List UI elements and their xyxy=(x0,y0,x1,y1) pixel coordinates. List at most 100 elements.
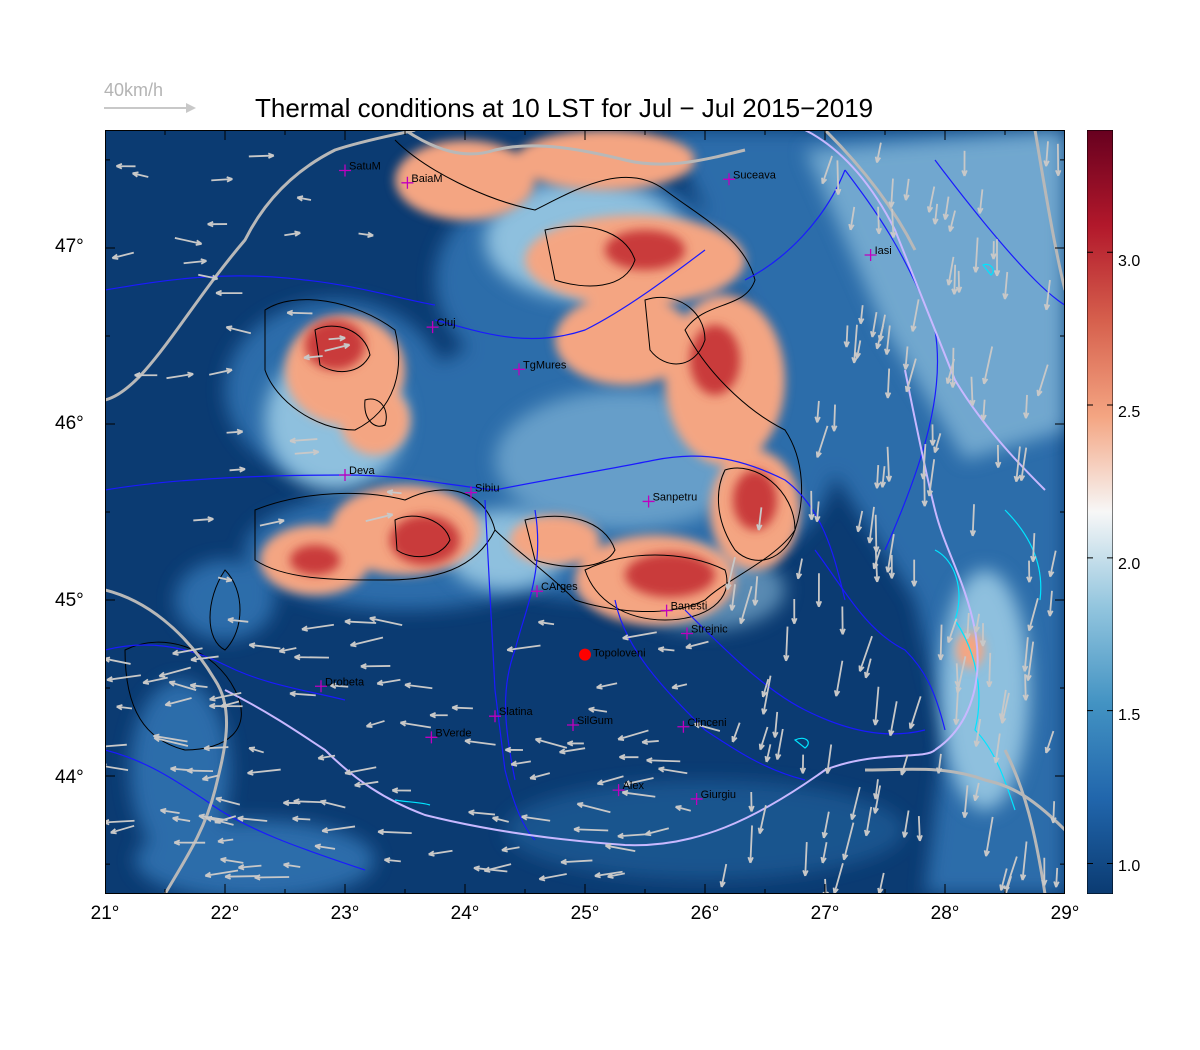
wind-arrow xyxy=(623,777,654,787)
city-marker-icon xyxy=(660,604,673,617)
city-label: Sibiu xyxy=(475,483,499,495)
wind-arrow xyxy=(358,231,374,238)
wind-arrow xyxy=(783,626,790,662)
wind-arrow xyxy=(866,506,875,544)
x-tick-label: 23° xyxy=(330,903,360,924)
wind-arrow xyxy=(158,666,191,678)
wind-arrow xyxy=(349,636,384,648)
x-tick-label: 26° xyxy=(690,903,720,924)
wind-arrow xyxy=(383,857,401,864)
wind-arrow xyxy=(815,425,829,459)
wind-arrow xyxy=(399,720,432,729)
city-marker-icon xyxy=(690,792,703,805)
wind-arrow xyxy=(324,342,351,352)
wind-arrow xyxy=(824,744,833,775)
x-tick-label: 24° xyxy=(450,903,480,924)
city-marker-icon xyxy=(681,627,693,640)
wind-arrow xyxy=(858,635,873,672)
wind-arrow xyxy=(757,805,767,835)
wind-arrow xyxy=(209,367,233,376)
wind-arrow xyxy=(854,340,862,359)
wind-arrow xyxy=(657,646,675,653)
wind-arrow xyxy=(1047,590,1054,617)
country-borders xyxy=(105,130,1065,894)
wind-arrow xyxy=(926,459,936,497)
wind-arrow xyxy=(329,682,349,689)
city-label: Iasi xyxy=(875,245,892,257)
wind-arrow xyxy=(890,208,897,238)
city-marker-icon xyxy=(612,784,625,797)
wind-arrow xyxy=(193,516,214,523)
city-label: BaiaM xyxy=(411,173,442,185)
wind-arrow xyxy=(843,325,850,348)
wind-arrow xyxy=(198,273,219,281)
city-deva: Deva xyxy=(339,465,376,482)
wind-arrow xyxy=(189,682,208,689)
city-banesti: Banesti xyxy=(660,601,707,617)
highlight-site-marker xyxy=(579,648,591,661)
wind-arrow xyxy=(870,311,878,338)
wind-arrow xyxy=(842,822,855,861)
y-tick-label: 47° xyxy=(55,236,84,257)
city-markers: SatuM BaiaM Suceava Iasi Cluj TgMures Deva Sibi… xyxy=(315,160,892,805)
wind-arrow xyxy=(303,354,323,361)
city-label: SilGum xyxy=(577,715,613,727)
wind-arrow xyxy=(719,863,728,888)
wind-arrow xyxy=(376,678,401,686)
wind-arrow xyxy=(428,849,453,857)
reference-vector-arrow xyxy=(104,103,196,113)
wind-arrow xyxy=(224,873,260,880)
wind-arrow xyxy=(198,813,228,822)
wind-arrow xyxy=(1019,841,1028,881)
wind-arrow xyxy=(110,824,135,835)
city-satum: SatuM xyxy=(339,160,381,177)
wind-arrow xyxy=(933,433,942,454)
wind-arrow xyxy=(955,656,967,694)
wind-arrow xyxy=(993,239,1001,277)
wind-arrow xyxy=(377,828,412,836)
wind-arrow xyxy=(172,647,203,656)
wind-arrow xyxy=(900,754,909,776)
wind-arrow xyxy=(851,324,858,364)
wind-arrow xyxy=(237,815,268,822)
wind-arrow xyxy=(831,404,838,432)
wind-arrow xyxy=(226,428,244,436)
wind-arrow xyxy=(739,585,753,625)
wind-arrow xyxy=(932,203,939,225)
wind-arrow xyxy=(314,843,336,850)
wind-arrow xyxy=(166,371,194,380)
colorbar-tick-label: 2.0 xyxy=(1118,556,1141,573)
danube-border xyxy=(224,130,1046,847)
wind-arrow xyxy=(573,826,609,833)
wind-arrow xyxy=(874,465,881,489)
wind-arrow xyxy=(675,805,692,812)
wind-arrow xyxy=(935,753,943,774)
wind-arrow xyxy=(802,842,809,877)
wind-arrow xyxy=(360,663,391,670)
wind-arrow xyxy=(209,702,243,710)
x-tick-label: 29° xyxy=(1050,903,1080,924)
wind-arrow xyxy=(820,841,828,864)
wind-arrow xyxy=(207,220,228,228)
wind-arrow xyxy=(321,825,356,834)
wind-arrow xyxy=(873,546,881,583)
wind-arrow xyxy=(646,757,681,764)
wind-arrow xyxy=(993,733,1001,764)
city-marker-icon xyxy=(677,720,690,733)
wind-arrow xyxy=(203,744,229,752)
wind-arrow xyxy=(879,466,887,488)
wind-arrow xyxy=(946,256,955,286)
wind-arrow xyxy=(775,728,784,761)
city-label: SatuM xyxy=(349,160,381,172)
city-marker-icon xyxy=(513,363,525,376)
wind-arrow xyxy=(1048,550,1057,578)
wind-arrow xyxy=(468,809,496,816)
wind-arrow xyxy=(973,613,980,633)
wind-arrow xyxy=(190,655,219,663)
wind-arrow xyxy=(596,775,624,786)
x-tick-label: 25° xyxy=(570,903,600,924)
city-marker-icon xyxy=(489,710,501,723)
city-marker-icon xyxy=(425,731,438,744)
city-drobeta: Drobeta xyxy=(315,676,365,693)
wind-arrow xyxy=(1044,730,1055,754)
